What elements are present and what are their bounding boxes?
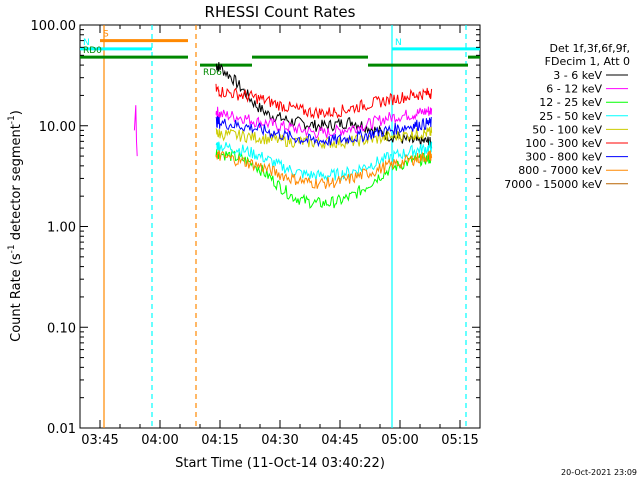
- legend-label-1: 6 - 12 keV: [546, 83, 602, 96]
- legend-label-0: 3 - 6 keV: [553, 69, 602, 82]
- y-tick-label-1: 10.00: [39, 120, 76, 135]
- series-line-4: [215, 126, 433, 150]
- legend-header-0: Det 1f,3f,6f,9f,: [549, 42, 630, 55]
- series-line-2: [215, 148, 432, 209]
- series-line-0: [215, 62, 433, 149]
- x-tick-label-1: 04:00: [141, 433, 178, 448]
- legend-label-2: 12 - 25 keV: [539, 96, 602, 109]
- chart-title: RHESSI Count Rates: [205, 3, 356, 21]
- flag-label-2: N: [395, 38, 402, 48]
- series-line-6: [215, 116, 432, 148]
- legend-label-8: 7000 - 15000 keV: [504, 178, 602, 191]
- series-line-1: [215, 106, 433, 139]
- flag-label-4: RD6: [203, 68, 222, 78]
- x-tick-label-2: 04:15: [201, 433, 238, 448]
- flag-label-1: N: [83, 38, 90, 48]
- flag-label-3: RD0: [83, 46, 102, 56]
- legend-label-3: 25 - 50 keV: [539, 110, 602, 123]
- y-tick-label-0: 100.00: [31, 19, 77, 34]
- legend-label-4: 50 - 100 keV: [532, 123, 602, 136]
- x-tick-label-5: 05:00: [381, 433, 418, 448]
- x-tick-label-6: 05:15: [441, 433, 478, 448]
- footer-stamp: 20-Oct-2021 23:09: [561, 468, 637, 477]
- y-tick-label-2: 1.00: [47, 221, 76, 236]
- y-tick-label-4: 0.01: [47, 422, 76, 437]
- y-tick-label-3: 0.10: [47, 321, 76, 336]
- series-line-5: [215, 83, 433, 120]
- x-tick-label-3: 04:30: [261, 433, 298, 448]
- y-axis-label: Count Rate (s-1 detector segment-1): [7, 110, 24, 342]
- burst-blip: [133, 105, 138, 157]
- x-tick-label-4: 04:45: [321, 433, 358, 448]
- legend-header-1: FDecim 1, Att 0: [545, 55, 630, 68]
- legend-label-7: 800 - 7000 keV: [518, 164, 602, 177]
- series-line-7: [215, 150, 433, 189]
- legend-label-6: 300 - 800 keV: [525, 151, 602, 164]
- flag-label-0: S: [103, 30, 109, 40]
- x-axis-label: Start Time (11-Oct-14 03:40:22): [175, 456, 385, 471]
- x-tick-label-0: 03:45: [81, 433, 118, 448]
- legend-label-5: 100 - 300 keV: [525, 137, 602, 150]
